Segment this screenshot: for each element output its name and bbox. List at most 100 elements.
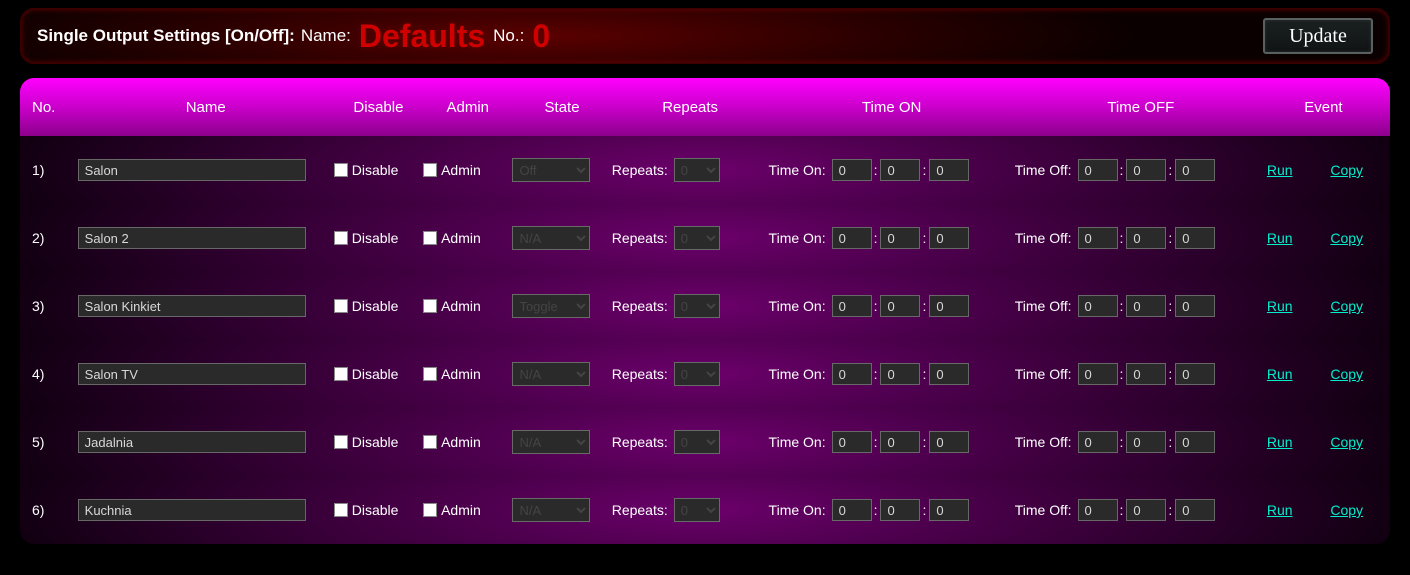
time-on-label: Time On: xyxy=(769,366,826,382)
disable-checkbox[interactable] xyxy=(334,163,348,177)
repeats-select[interactable]: 0 xyxy=(674,498,720,522)
time-on-s[interactable] xyxy=(929,227,969,249)
run-link[interactable]: Run xyxy=(1267,434,1293,450)
time-off-m[interactable] xyxy=(1126,431,1166,453)
col-repeats: Repeats xyxy=(612,99,769,116)
copy-link[interactable]: Copy xyxy=(1330,162,1363,178)
disable-checkbox[interactable] xyxy=(334,231,348,245)
copy-link[interactable]: Copy xyxy=(1330,434,1363,450)
copy-link[interactable]: Copy xyxy=(1330,298,1363,314)
name-input[interactable] xyxy=(78,159,306,181)
admin-checkbox[interactable] xyxy=(423,299,437,313)
disable-checkbox[interactable] xyxy=(334,435,348,449)
time-off-m[interactable] xyxy=(1126,363,1166,385)
time-off-h[interactable] xyxy=(1078,363,1118,385)
time-off-s[interactable] xyxy=(1175,363,1215,385)
repeats-select[interactable]: 0 xyxy=(674,430,720,454)
time-on-s[interactable] xyxy=(929,363,969,385)
run-link[interactable]: Run xyxy=(1267,366,1293,382)
update-button[interactable]: Update xyxy=(1263,18,1373,54)
state-select[interactable]: N/A xyxy=(512,498,590,522)
time-on-m[interactable] xyxy=(880,227,920,249)
time-on-m[interactable] xyxy=(880,431,920,453)
header-no-label: No.: xyxy=(493,26,524,46)
run-link[interactable]: Run xyxy=(1267,162,1293,178)
time-off-h[interactable] xyxy=(1078,159,1118,181)
time-on-h[interactable] xyxy=(832,295,872,317)
time-on-m[interactable] xyxy=(880,159,920,181)
time-off-s[interactable] xyxy=(1175,295,1215,317)
time-on-m[interactable] xyxy=(880,295,920,317)
time-off-h[interactable] xyxy=(1078,227,1118,249)
colon: : xyxy=(1168,230,1172,246)
time-off-h[interactable] xyxy=(1078,295,1118,317)
state-select[interactable]: N/A xyxy=(512,362,590,386)
time-off-label: Time Off: xyxy=(1015,230,1072,246)
time-on-h[interactable] xyxy=(832,431,872,453)
colon: : xyxy=(922,502,926,518)
time-off-s[interactable] xyxy=(1175,227,1215,249)
copy-link[interactable]: Copy xyxy=(1330,366,1363,382)
admin-checkbox[interactable] xyxy=(423,435,437,449)
name-input[interactable] xyxy=(78,363,306,385)
state-select[interactable]: Off xyxy=(512,158,590,182)
output-row: 6) Disable Admin N/A Repeats: 0 Time On:… xyxy=(20,476,1390,544)
time-on-h[interactable] xyxy=(832,227,872,249)
time-on-label: Time On: xyxy=(769,434,826,450)
name-input[interactable] xyxy=(78,499,306,521)
time-on-h[interactable] xyxy=(832,159,872,181)
repeats-select[interactable]: 0 xyxy=(674,226,720,250)
disable-checkbox[interactable] xyxy=(334,299,348,313)
repeats-select[interactable]: 0 xyxy=(674,294,720,318)
admin-checkbox[interactable] xyxy=(423,503,437,517)
colon: : xyxy=(1168,366,1172,382)
admin-checkbox[interactable] xyxy=(423,367,437,381)
time-on-m[interactable] xyxy=(880,499,920,521)
time-off-m[interactable] xyxy=(1126,295,1166,317)
time-off-s[interactable] xyxy=(1175,431,1215,453)
state-select[interactable]: Toggle xyxy=(512,294,590,318)
admin-checkbox[interactable] xyxy=(423,163,437,177)
time-off-s[interactable] xyxy=(1175,499,1215,521)
page-title: Single Output Settings [On/Off]: xyxy=(37,26,295,46)
time-on-s[interactable] xyxy=(929,295,969,317)
disable-checkbox[interactable] xyxy=(334,503,348,517)
admin-label: Admin xyxy=(441,162,481,178)
name-input[interactable] xyxy=(78,431,306,453)
copy-link[interactable]: Copy xyxy=(1330,502,1363,518)
time-off-h[interactable] xyxy=(1078,499,1118,521)
repeats-label: Repeats: xyxy=(612,366,668,382)
time-on-h[interactable] xyxy=(832,363,872,385)
copy-link[interactable]: Copy xyxy=(1330,230,1363,246)
repeats-select[interactable]: 0 xyxy=(674,362,720,386)
run-link[interactable]: Run xyxy=(1267,502,1293,518)
col-event: Event xyxy=(1267,99,1380,116)
repeats-select[interactable]: 0 xyxy=(674,158,720,182)
time-off-s[interactable] xyxy=(1175,159,1215,181)
state-select[interactable]: N/A xyxy=(512,430,590,454)
time-on-m[interactable] xyxy=(880,363,920,385)
time-off-m[interactable] xyxy=(1126,227,1166,249)
disable-checkbox[interactable] xyxy=(334,367,348,381)
time-off-h[interactable] xyxy=(1078,431,1118,453)
colon: : xyxy=(1168,162,1172,178)
name-input[interactable] xyxy=(78,227,306,249)
name-input[interactable] xyxy=(78,295,306,317)
time-off-m[interactable] xyxy=(1126,499,1166,521)
colon: : xyxy=(1120,502,1124,518)
time-on-h[interactable] xyxy=(832,499,872,521)
admin-checkbox[interactable] xyxy=(423,231,437,245)
col-admin: Admin xyxy=(423,99,512,116)
time-on-s[interactable] xyxy=(929,499,969,521)
time-on-s[interactable] xyxy=(929,431,969,453)
run-link[interactable]: Run xyxy=(1267,230,1293,246)
run-link[interactable]: Run xyxy=(1267,298,1293,314)
state-select[interactable]: N/A xyxy=(512,226,590,250)
colon: : xyxy=(874,162,878,178)
colon: : xyxy=(1168,434,1172,450)
admin-label: Admin xyxy=(441,366,481,382)
time-off-m[interactable] xyxy=(1126,159,1166,181)
colon: : xyxy=(922,230,926,246)
col-disable: Disable xyxy=(334,99,423,116)
time-on-s[interactable] xyxy=(929,159,969,181)
